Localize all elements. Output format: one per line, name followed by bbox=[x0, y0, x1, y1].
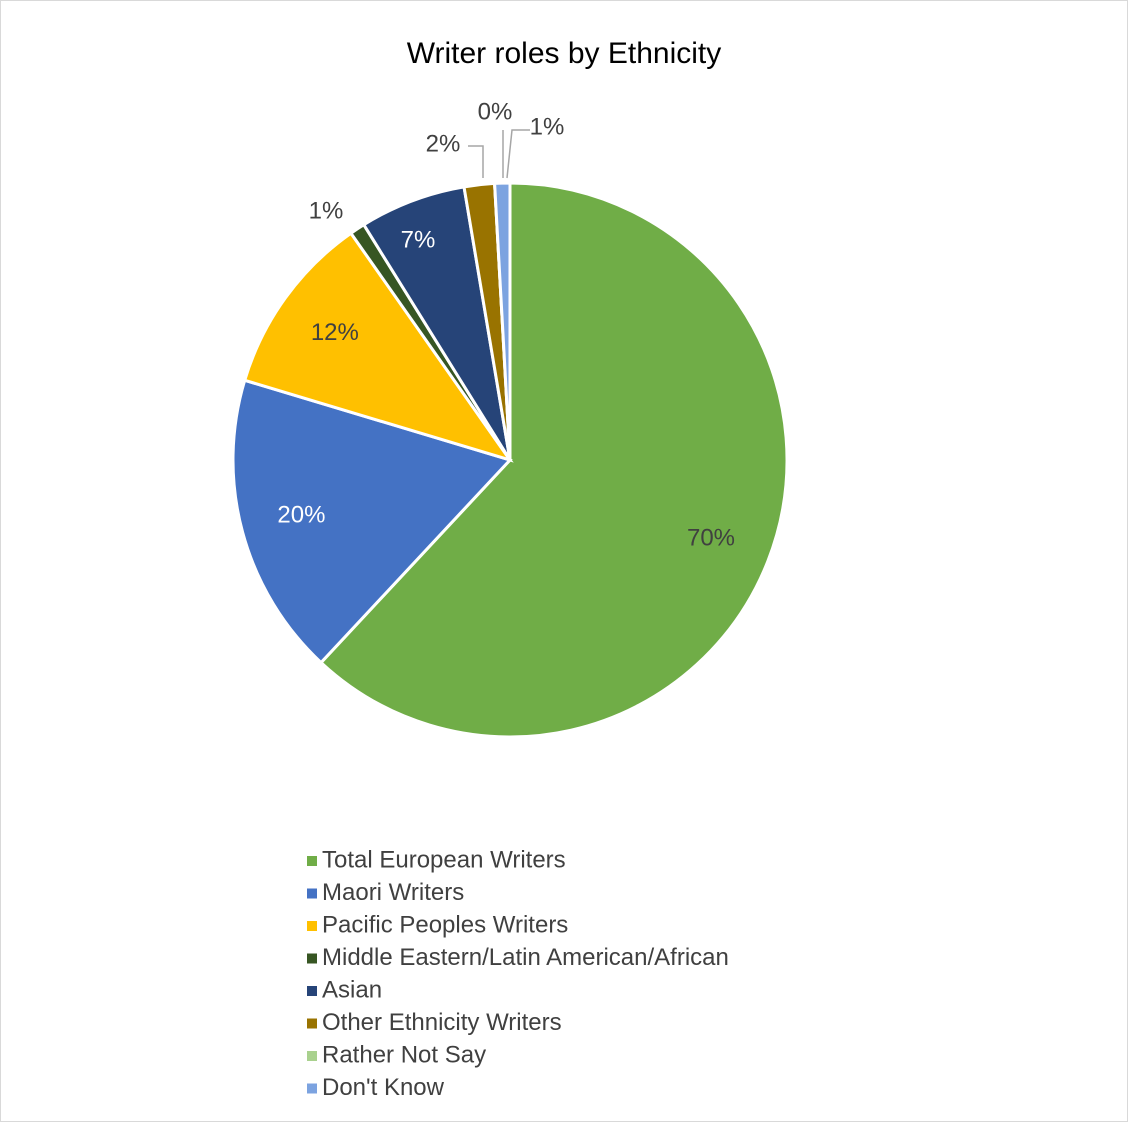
legend-label: Rather Not Say bbox=[322, 1041, 486, 1068]
legend-label: Maori Writers bbox=[322, 879, 464, 906]
data-label: 0% bbox=[478, 98, 513, 125]
legend-swatch bbox=[307, 986, 317, 996]
legend-swatch bbox=[307, 953, 317, 964]
legend-swatch bbox=[307, 1051, 317, 1061]
legend-label: Other Ethnicity Writers bbox=[322, 1009, 562, 1036]
legend-swatch bbox=[307, 856, 317, 866]
legend-label: Don't Know bbox=[322, 1074, 445, 1101]
data-label: 70% bbox=[687, 525, 735, 552]
data-label: 2% bbox=[426, 130, 461, 157]
legend-label: Middle Eastern/Latin American/African bbox=[322, 944, 729, 971]
chart-title: Writer roles by Ethnicity bbox=[407, 37, 722, 70]
data-label: 1% bbox=[309, 197, 344, 224]
legend-label: Asian bbox=[322, 976, 382, 1003]
leader-line bbox=[506, 129, 530, 179]
pie-slice bbox=[493, 181, 512, 461]
legend-label: Pacific Peoples Writers bbox=[322, 911, 568, 938]
data-label: 20% bbox=[277, 502, 325, 529]
legend-label: Total European Writers bbox=[322, 846, 566, 873]
data-label: 7% bbox=[401, 226, 436, 253]
legend-swatch bbox=[307, 1018, 317, 1029]
data-label: 1% bbox=[530, 113, 565, 140]
legend-swatch bbox=[307, 921, 317, 931]
pie-slice bbox=[231, 378, 513, 665]
pie-slice bbox=[242, 231, 514, 463]
legend-swatch bbox=[307, 888, 317, 899]
pie-slice bbox=[318, 181, 789, 739]
leader-line bbox=[468, 145, 484, 178]
legend-swatch bbox=[307, 1083, 317, 1094]
data-label: 12% bbox=[311, 319, 359, 346]
